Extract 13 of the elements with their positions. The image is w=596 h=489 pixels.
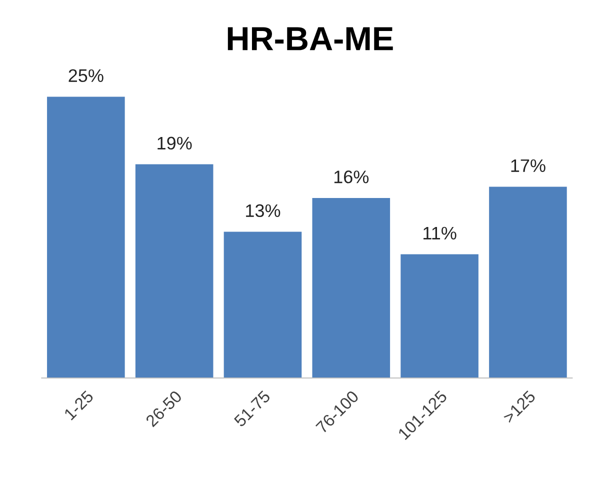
data-label: 19% [158,136,192,150]
data-label: 16% [334,170,369,184]
bar [224,232,302,378]
data-label: 25% [68,69,104,82]
bar [489,186,567,378]
data-label: 11% [424,226,456,240]
chart-title: HR-BA-ME [228,27,393,50]
bar [400,254,478,378]
bar [135,164,214,378]
bar [312,198,390,378]
data-label: 17% [511,159,546,172]
bar [47,96,125,378]
data-label: 13% [246,204,280,218]
